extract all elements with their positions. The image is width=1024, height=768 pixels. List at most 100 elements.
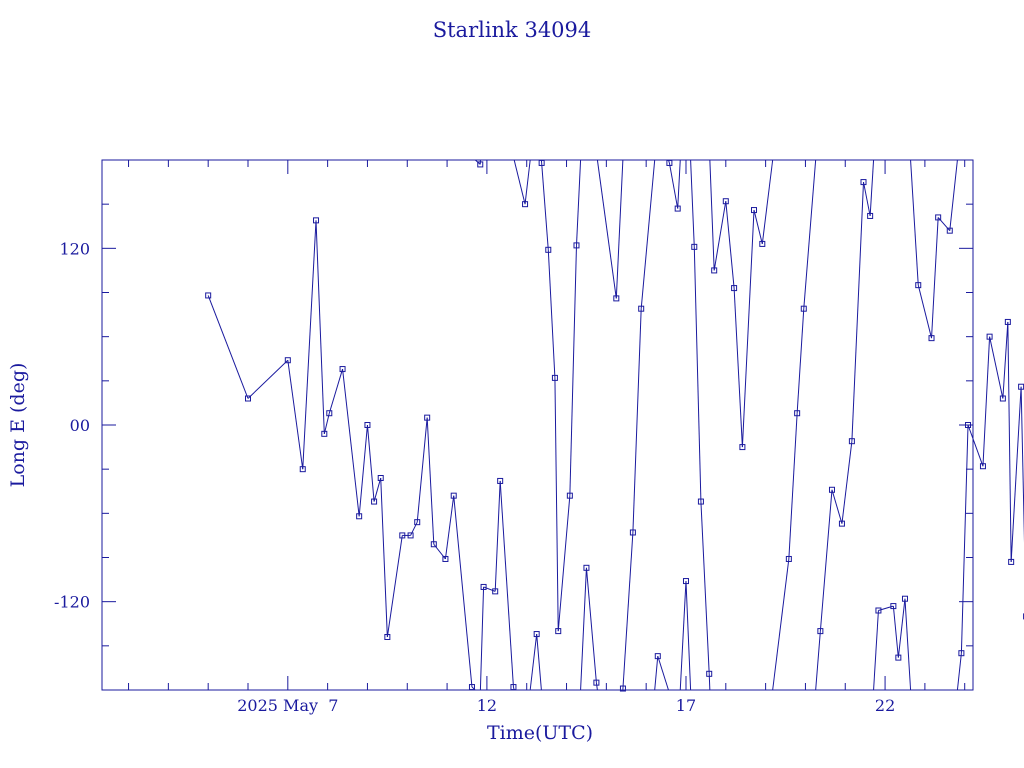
series-segment <box>960 424 969 654</box>
series-segment <box>841 441 853 524</box>
data-point <box>629 529 636 536</box>
y-tick-label: 120 <box>59 239 90 258</box>
series-segment <box>677 159 681 209</box>
series-segment <box>873 610 879 691</box>
series-segment <box>342 368 360 517</box>
data-point <box>284 357 291 364</box>
series-segment <box>580 567 587 691</box>
data-point <box>593 679 600 686</box>
data-point <box>522 201 529 208</box>
series-segment <box>453 495 473 688</box>
series-segment <box>761 159 774 244</box>
series-segment <box>595 682 598 691</box>
series-segment <box>494 480 501 592</box>
data-point <box>739 444 746 451</box>
series-segment <box>483 586 496 592</box>
series-segment <box>529 633 538 691</box>
data-point <box>697 498 704 505</box>
plot-area <box>205 159 1024 692</box>
data-point <box>794 410 801 417</box>
series-segment <box>315 220 325 434</box>
data-point <box>566 492 573 499</box>
series-segment <box>982 336 991 467</box>
series-segment <box>386 535 403 638</box>
series-segment <box>819 489 833 632</box>
data-point <box>364 422 371 428</box>
data-point <box>817 628 824 635</box>
series-segment <box>989 336 1004 399</box>
data-point <box>407 532 414 539</box>
x-tick-label: 22 <box>875 696 895 715</box>
series-segment <box>416 417 428 523</box>
data-point <box>654 653 661 660</box>
series-segment <box>700 501 710 674</box>
series-segment <box>815 631 821 691</box>
data-point <box>928 335 935 342</box>
y-tick-label: -120 <box>54 593 90 612</box>
series-segment <box>1002 321 1009 399</box>
y-tick-label: 00 <box>70 416 90 435</box>
series-segment <box>302 220 317 470</box>
data-point <box>838 520 845 527</box>
data-point <box>492 588 499 595</box>
data-point <box>915 282 922 289</box>
series-segment <box>931 217 939 339</box>
data-point <box>326 410 333 417</box>
series-segment <box>479 586 485 691</box>
series-segment <box>869 159 875 216</box>
series-segment <box>207 295 249 399</box>
series-segment <box>247 359 289 399</box>
series-segment <box>831 489 843 524</box>
x-tick-label: 17 <box>676 696 696 715</box>
series-segment <box>615 159 624 299</box>
series-segment <box>1010 386 1022 562</box>
data-point <box>785 555 792 562</box>
data-point <box>800 305 807 312</box>
data-point <box>497 477 504 484</box>
series-segment <box>524 159 531 205</box>
series-segment <box>937 217 951 231</box>
data-point <box>828 486 835 493</box>
data-point <box>848 438 855 445</box>
series-segment <box>668 162 679 209</box>
x-tick-label: 12 <box>477 696 497 715</box>
series-segment <box>892 606 899 658</box>
data-point <box>583 564 590 571</box>
series-segment <box>693 246 702 502</box>
series-segment <box>585 567 597 683</box>
series-segment <box>741 210 755 448</box>
data-point <box>1004 318 1011 325</box>
series-segment <box>949 159 958 231</box>
series-segment <box>1007 321 1012 562</box>
series-segment <box>679 581 687 691</box>
tick-labels: 2025 May 7 12 17 22 -120 00 120 <box>54 239 895 715</box>
series-segment <box>851 182 865 442</box>
data-point <box>244 395 251 402</box>
series-segment <box>554 377 559 632</box>
series-segment <box>904 598 912 691</box>
series-segment <box>690 159 695 247</box>
series-segment <box>967 424 984 467</box>
data-point <box>424 414 431 421</box>
data-point <box>890 603 897 610</box>
series-segment <box>685 581 692 691</box>
data-point <box>555 628 562 635</box>
series-segment <box>569 245 577 496</box>
data-point <box>613 295 620 302</box>
axis-ticks <box>102 160 973 690</box>
series-segment <box>897 598 906 658</box>
series-segment <box>713 201 727 271</box>
series-segment <box>640 159 656 309</box>
data-point <box>674 205 681 212</box>
x-tick-label: 2025 May 7 <box>237 696 338 715</box>
series-segment <box>753 209 763 245</box>
data-point <box>551 374 558 381</box>
series-segment <box>499 480 514 688</box>
series-segment <box>622 532 634 689</box>
series-segment <box>709 159 715 271</box>
data-point <box>414 519 421 526</box>
data-point <box>638 305 645 312</box>
chart-title: Starlink 34094 <box>433 18 592 42</box>
series-segment <box>654 656 659 691</box>
